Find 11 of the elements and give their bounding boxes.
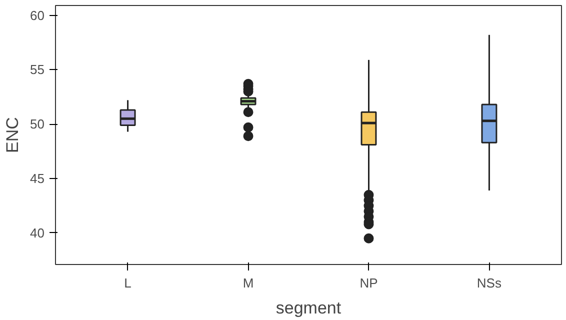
x-axis-title: segment [276, 298, 342, 318]
y-tick-label: 60 [30, 8, 45, 23]
y-axis-title: ENC [3, 117, 22, 153]
y-tick-label: 40 [30, 225, 45, 240]
y-tick-label: 45 [30, 171, 45, 186]
x-tick-label: NSs [476, 276, 502, 290]
x-tick-label: L [124, 276, 132, 290]
y-tick-label: 50 [30, 116, 45, 132]
y-tick-label: 55 [30, 62, 45, 78]
x-tick-label: M [242, 276, 254, 290]
x-tick-label: NP [360, 276, 378, 290]
